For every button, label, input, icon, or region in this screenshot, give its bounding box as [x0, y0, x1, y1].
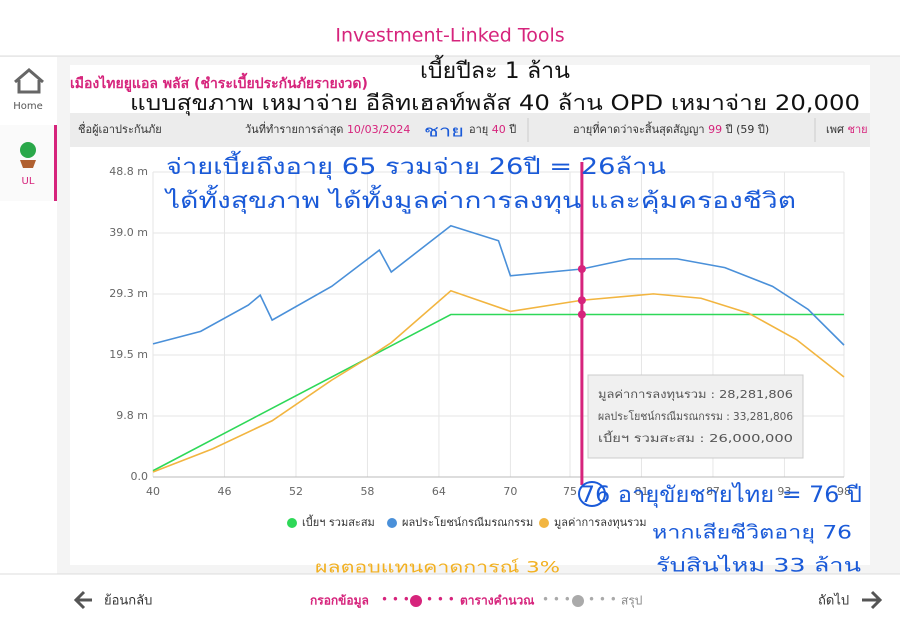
series-line: [152, 289, 845, 473]
nav-step[interactable]: ตารางคำนวณ: [460, 594, 534, 608]
handwritten-note: ได้ทั้งสุขภาพ ได้ทั้งมูลค่าการลงทุน และค…: [163, 185, 796, 214]
tooltip: [587, 374, 804, 459]
tooltip-line: มูลค่าการลงทุนรวม : 28,281,806: [598, 388, 793, 401]
legend-label: ผลประโยชน์กรณีมรณกรรม: [402, 515, 533, 529]
info-bar: [70, 113, 870, 147]
step-dots: • • •: [588, 593, 617, 607]
legend-label: มูลค่าการลงทุนรวม: [554, 516, 647, 529]
x-tick-label: 81: [634, 485, 648, 498]
y-tick-label: 39.0 m: [109, 226, 148, 239]
header-bar: [0, 0, 900, 56]
next-arrow[interactable]: [862, 590, 883, 610]
legend-label: เบี้ยฯ รวมสะสม: [302, 514, 375, 529]
sidebar-active: [54, 125, 57, 201]
ul-pot: [20, 160, 36, 168]
home-icon[interactable]: [14, 68, 44, 94]
nav-bar: [0, 574, 900, 627]
age-info: อายุ 40 ปี: [469, 123, 516, 136]
x-tick-label: 40: [146, 485, 160, 498]
x-tick-label: 52: [289, 485, 303, 498]
product-title: เมืองไทยยูแอล พลัส (ชำระเบี้ยประกันภัยรา…: [70, 72, 368, 92]
legend-swatch: [387, 518, 397, 528]
x-tick-label: 46: [217, 485, 231, 498]
x-tick-label: 87: [706, 485, 720, 498]
date-label: วันที่ทำรายการล่าสุด: [245, 121, 343, 136]
cursor-point: [577, 296, 586, 305]
y-tick-label: 0.0: [131, 470, 149, 483]
step-marker: [572, 595, 584, 607]
handwritten-note: รับสินไหม 33 ล้าน: [656, 555, 861, 577]
x-tick-label: 58: [360, 485, 374, 498]
legend-swatch: [539, 518, 549, 528]
end-age: 99: [708, 123, 722, 136]
y-tick-label: 29.3 m: [109, 287, 148, 300]
nav-step[interactable]: สรุป: [621, 594, 642, 609]
sidebar-home[interactable]: Home: [13, 101, 43, 112]
y-tick-label: 19.5 m: [109, 348, 148, 361]
age-label: อายุ: [469, 123, 488, 136]
age-unit: ปี: [508, 123, 516, 136]
step-dots: • • •: [426, 593, 455, 607]
handwritten-note: จ่ายเบี้ยถึงอายุ 65 รวมจ่าย 26ปี = 26ล้า…: [166, 151, 666, 180]
handwritten-note: แบบสุขภาพ เหมาจ่าย อีลิทเฮลท์พลัส 40 ล้า…: [130, 91, 860, 116]
insured-label: ชื่อผู้เอาประกันภัย: [78, 121, 162, 136]
handwritten-circle: [578, 481, 606, 507]
sidebar-ul[interactable]: UL: [22, 176, 35, 187]
cursor-point: [577, 264, 586, 273]
x-tick-label: 75: [563, 485, 577, 498]
ul-icon[interactable]: [20, 142, 36, 158]
y-tick-label: 48.8 m: [109, 165, 148, 178]
handwritten-note: ผลตอบแทนคาดการณ์ 3%: [315, 558, 560, 577]
tooltip-line: ผลประโยชน์กรณีมรณกรรม : 33,281,806: [598, 409, 793, 423]
gender-value: ชาย: [848, 123, 868, 136]
tooltip-line: เบี้ยฯ รวมสะสม : 26,000,000: [598, 430, 793, 445]
end-suffix: ปี (59 ปี): [725, 123, 770, 136]
x-tick-label: 93: [777, 485, 791, 498]
gender-info: เพศ ชาย: [826, 123, 868, 136]
x-tick-label: 70: [503, 485, 517, 498]
series-line: [152, 224, 845, 346]
y-tick-label: 9.8 m: [116, 409, 148, 422]
date-value: 10/03/2024: [347, 123, 410, 136]
cursor-point: [577, 310, 586, 319]
series-line: [152, 313, 844, 472]
x-tick-label: 64: [432, 485, 446, 498]
nav-back[interactable]: ย้อนกลับ: [104, 594, 152, 609]
step-marker: [410, 595, 422, 607]
handwritten-note: 76 อายุขัยชายไทย = 76 ปี: [580, 482, 862, 508]
end-info: อายุที่คาดว่าจะสิ้นสุดสัญญา 99 ปี (59 ปี…: [573, 121, 769, 136]
handwritten-note: ชาย: [424, 122, 464, 141]
age-value: 40: [492, 123, 506, 136]
date-info: วันที่ทำรายการล่าสุด 10/03/2024: [245, 121, 410, 136]
legend-swatch: [287, 518, 297, 528]
app-title: Investment-Linked Tools: [335, 25, 564, 47]
step-dots: • • •: [542, 593, 571, 607]
handwritten-note: เบี้ยปีละ 1 ล้าน: [420, 55, 570, 84]
gender-label: เพศ: [826, 123, 844, 136]
step-dots: • • •: [381, 593, 410, 607]
x-tick-label: 98: [837, 485, 851, 498]
nav-step[interactable]: กรอกข้อมูล: [310, 594, 369, 609]
end-label: อายุที่คาดว่าจะสิ้นสุดสัญญา: [573, 121, 705, 136]
nav-next[interactable]: ถัดไป: [818, 593, 849, 609]
handwritten-note: หากเสียชีวิตอายุ 76: [652, 522, 852, 545]
back-arrow[interactable]: [73, 590, 92, 610]
